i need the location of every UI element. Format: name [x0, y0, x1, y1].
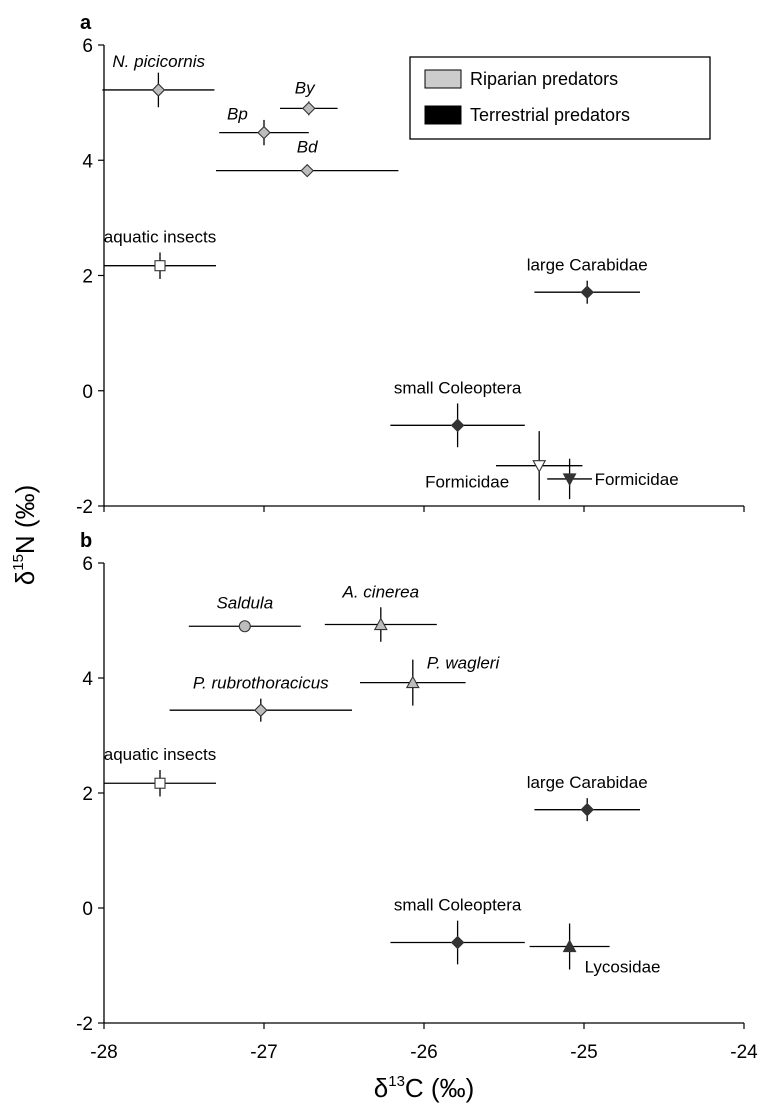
diamond-marker — [151, 83, 166, 97]
point-label: N. picicornis — [112, 52, 205, 71]
y-tick-label: -2 — [76, 497, 93, 518]
point-label: large Carabidae — [527, 773, 648, 792]
point-label: small Coleoptera — [394, 378, 522, 397]
panel-label: a — [80, 12, 92, 34]
point-label: By — [295, 78, 316, 97]
legend-swatch — [424, 105, 462, 125]
point-label: aquatic insects — [104, 227, 216, 246]
diamond-marker — [254, 703, 268, 717]
data-point: Formicidae — [547, 458, 679, 500]
data-point: Lycosidae — [529, 923, 661, 977]
data-point: aquatic insects — [104, 745, 216, 797]
legend-label: Terrestrial predators — [470, 105, 630, 125]
point-label: Saldula — [216, 593, 273, 612]
data-point: Formicidae — [425, 431, 583, 501]
point-label: large Carabidae — [527, 256, 648, 275]
data-point: N. picicornis — [102, 52, 215, 108]
x-tick-label: -24 — [730, 1042, 758, 1063]
y-tick-label: 6 — [82, 554, 93, 575]
x-tick-label: -28 — [90, 1042, 117, 1063]
x-axis-title: δ13C (‰) — [374, 1073, 475, 1103]
legend-swatch — [424, 69, 462, 89]
x-tick-label: -27 — [250, 1042, 277, 1063]
y-tick-label: 6 — [82, 36, 93, 57]
triangle-up-marker — [373, 617, 388, 631]
legend: Riparian predators Terrestrial predators — [409, 56, 711, 140]
chart-panels: 6 4 2 0 -2 a N. picicornis By Bp Bd aquatic insect… — [76, 12, 758, 1063]
diamond-marker — [257, 125, 271, 140]
point-label: A. cinerea — [342, 582, 420, 601]
y-tick-label: 2 — [82, 267, 93, 288]
panel-a: 6 4 2 0 -2 a N. picicornis By Bp Bd aquatic insect… — [76, 12, 745, 518]
point-label: small Coleoptera — [394, 896, 522, 915]
point-label: P. rubrothoracicus — [193, 674, 329, 693]
data-point: small Coleoptera — [390, 896, 525, 965]
y-tick-label: 0 — [82, 899, 93, 920]
point-label: Bp — [227, 105, 248, 124]
point-label: aquatic insects — [104, 745, 216, 764]
diamond-marker — [450, 935, 465, 950]
data-point: small Coleoptera — [390, 378, 525, 448]
x-axis-title-superscript: 13 — [388, 1073, 405, 1090]
x-tick-label: -25 — [570, 1042, 597, 1063]
y-axis-title: δ15N (‰) — [10, 485, 40, 586]
diamond-marker — [302, 101, 316, 116]
point-label: P. wagleri — [427, 654, 501, 673]
diamond-marker — [450, 418, 465, 433]
triangle-down-marker — [562, 473, 577, 487]
data-point: A. cinerea — [324, 582, 437, 642]
triangle-down-marker — [532, 460, 547, 473]
y-tick-label: 4 — [82, 669, 93, 690]
y-tick-label: 4 — [82, 151, 93, 172]
triangle-up-marker — [405, 675, 420, 689]
circle-marker — [238, 620, 251, 633]
data-point: Bd — [216, 138, 399, 178]
y-tick-label: 2 — [82, 784, 93, 805]
data-point: By — [280, 78, 338, 116]
diamond-marker — [580, 802, 594, 817]
panel-b: 6 4 2 0 -2 -28 -27 -26 -25 -24 b Saldula A. cinerea P… — [76, 530, 758, 1063]
square-marker — [154, 260, 166, 272]
y-tick-label: 0 — [82, 382, 93, 403]
diamond-marker — [580, 285, 594, 299]
data-point: Bp — [219, 105, 309, 146]
square-marker — [154, 777, 166, 789]
panel-label: b — [80, 530, 92, 552]
y-axis-title-superscript: 15 — [10, 554, 27, 571]
y-tick-label: -2 — [76, 1014, 93, 1035]
data-point: P. rubrothoracicus — [169, 674, 352, 722]
x-tick-label: -26 — [410, 1042, 437, 1063]
data-point: large Carabidae — [527, 773, 648, 822]
data-point: large Carabidae — [527, 256, 648, 304]
data-point: P. wagleri — [360, 654, 500, 706]
point-label: Lycosidae — [585, 958, 661, 977]
triangle-up-marker — [562, 939, 577, 953]
point-label: Formicidae — [425, 473, 509, 492]
point-label: Bd — [297, 138, 318, 157]
data-point: Saldula — [188, 593, 301, 633]
legend-label: Riparian predators — [470, 69, 618, 89]
point-label: Formicidae — [595, 470, 679, 489]
diamond-marker — [300, 163, 314, 178]
data-point: aquatic insects — [104, 227, 216, 279]
